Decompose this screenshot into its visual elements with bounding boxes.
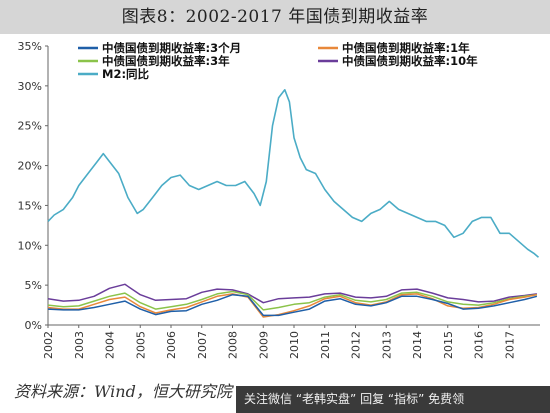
footer: 资料来源：Wind，恒大研究院 关注微信 “老韩实盘” 回复 “指标” 免费领 [0,372,550,413]
x-tick-label: 2017 [503,331,516,359]
legend-label: 中债国债到期收益率:3个月 [102,41,241,55]
x-tick-label: 2004 [104,331,117,359]
x-tick-label: 2008 [227,331,240,359]
series-line-2 [47,290,537,311]
legend-label: 中债国债到期收益率:10年 [342,54,478,68]
series-line-4 [47,89,540,258]
x-tick-label: 2002 [42,331,55,359]
y-tick-label: 15% [18,199,42,212]
x-tick-label: 2003 [73,331,86,359]
axes [47,46,540,326]
y-tick-label: 30% [18,80,42,93]
y-tick-label: 5% [25,279,42,292]
y-tick-label: 25% [18,120,42,133]
x-tick-label: 2016 [473,331,486,359]
x-tick-label: 2009 [257,331,270,359]
x-axis-ticks: 2002 2003 2004 2005 2006 2007 2008 2009 2010 2011… [42,325,516,359]
series-lines [47,89,540,318]
legend-label: 中债国债到期收益率:3年 [102,54,230,68]
x-tick-label: 2014 [411,331,424,359]
y-tick-label: 10% [18,239,42,252]
y-tick-label: 0% [25,319,42,332]
x-tick-label: 2005 [134,331,147,359]
series-line-3 [47,283,537,304]
x-tick-label: 2015 [442,331,455,359]
y-axis-ticks: 0% 5% 10% 15% 20% 25% 30% 35% [18,40,48,332]
chart-title: 图表8：2002-2017 年国债到期收益率 [0,0,550,34]
x-tick-label: 2006 [165,331,178,359]
series-line-0 [47,293,538,317]
x-tick-label: 2013 [380,331,393,359]
x-tick-label: 2012 [350,331,363,359]
legend-label: M2:同比 [102,67,150,81]
source-note: 资料来源：Wind，恒大研究院 [14,382,232,401]
x-tick-label: 2011 [319,331,332,359]
line-chart: 0%5%10%15%20%25%30%35% 2002 2003 2004 2005 2… [18,40,540,359]
y-tick-label: 20% [18,160,42,173]
x-tick-label: 2010 [288,331,301,359]
legend-label: 中债国债到期收益率:1年 [342,41,470,55]
promo-banner: 关注微信 “老韩实盘” 回复 “指标” 免费领 [236,386,550,413]
x-tick-label: 2007 [196,331,209,359]
y-tick-label: 35% [18,40,42,53]
